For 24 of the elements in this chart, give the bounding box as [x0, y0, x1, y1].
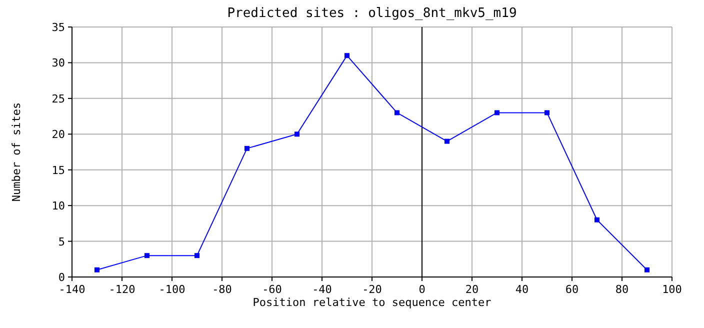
x-tick-label: 0: [418, 283, 426, 296]
x-tick-label: -60: [262, 283, 282, 296]
y-tick-label: 15: [52, 164, 65, 177]
x-tick-label: 80: [615, 283, 629, 296]
y-tick-label: 10: [52, 200, 65, 213]
x-tick-label: -100: [158, 283, 186, 296]
chart-title: Predicted sites : oligos_8nt_mkv5_m19: [227, 6, 517, 21]
y-tick-label: 30: [52, 56, 65, 70]
x-tick-label: 100: [662, 283, 682, 296]
x-tick-label: 60: [565, 283, 579, 296]
x-tick-label: 40: [515, 283, 529, 296]
y-tick-label: 5: [58, 235, 65, 248]
x-tick-label: 20: [465, 283, 479, 296]
x-tick-label: -20: [362, 283, 382, 296]
x-tick-label: -80: [212, 283, 232, 296]
x-tick-label: -140: [58, 283, 86, 296]
x-tick-label: -120: [108, 283, 136, 296]
y-tick-label: 0: [58, 271, 65, 284]
y-axis-title: Number of sites: [10, 102, 23, 202]
x-tick-label: -40: [312, 283, 332, 296]
y-tick-label: 25: [52, 92, 65, 106]
y-tick-label: 35: [52, 21, 65, 34]
x-axis-title: Position relative to sequence center: [252, 296, 492, 309]
y-tick-label: 20: [52, 128, 65, 142]
